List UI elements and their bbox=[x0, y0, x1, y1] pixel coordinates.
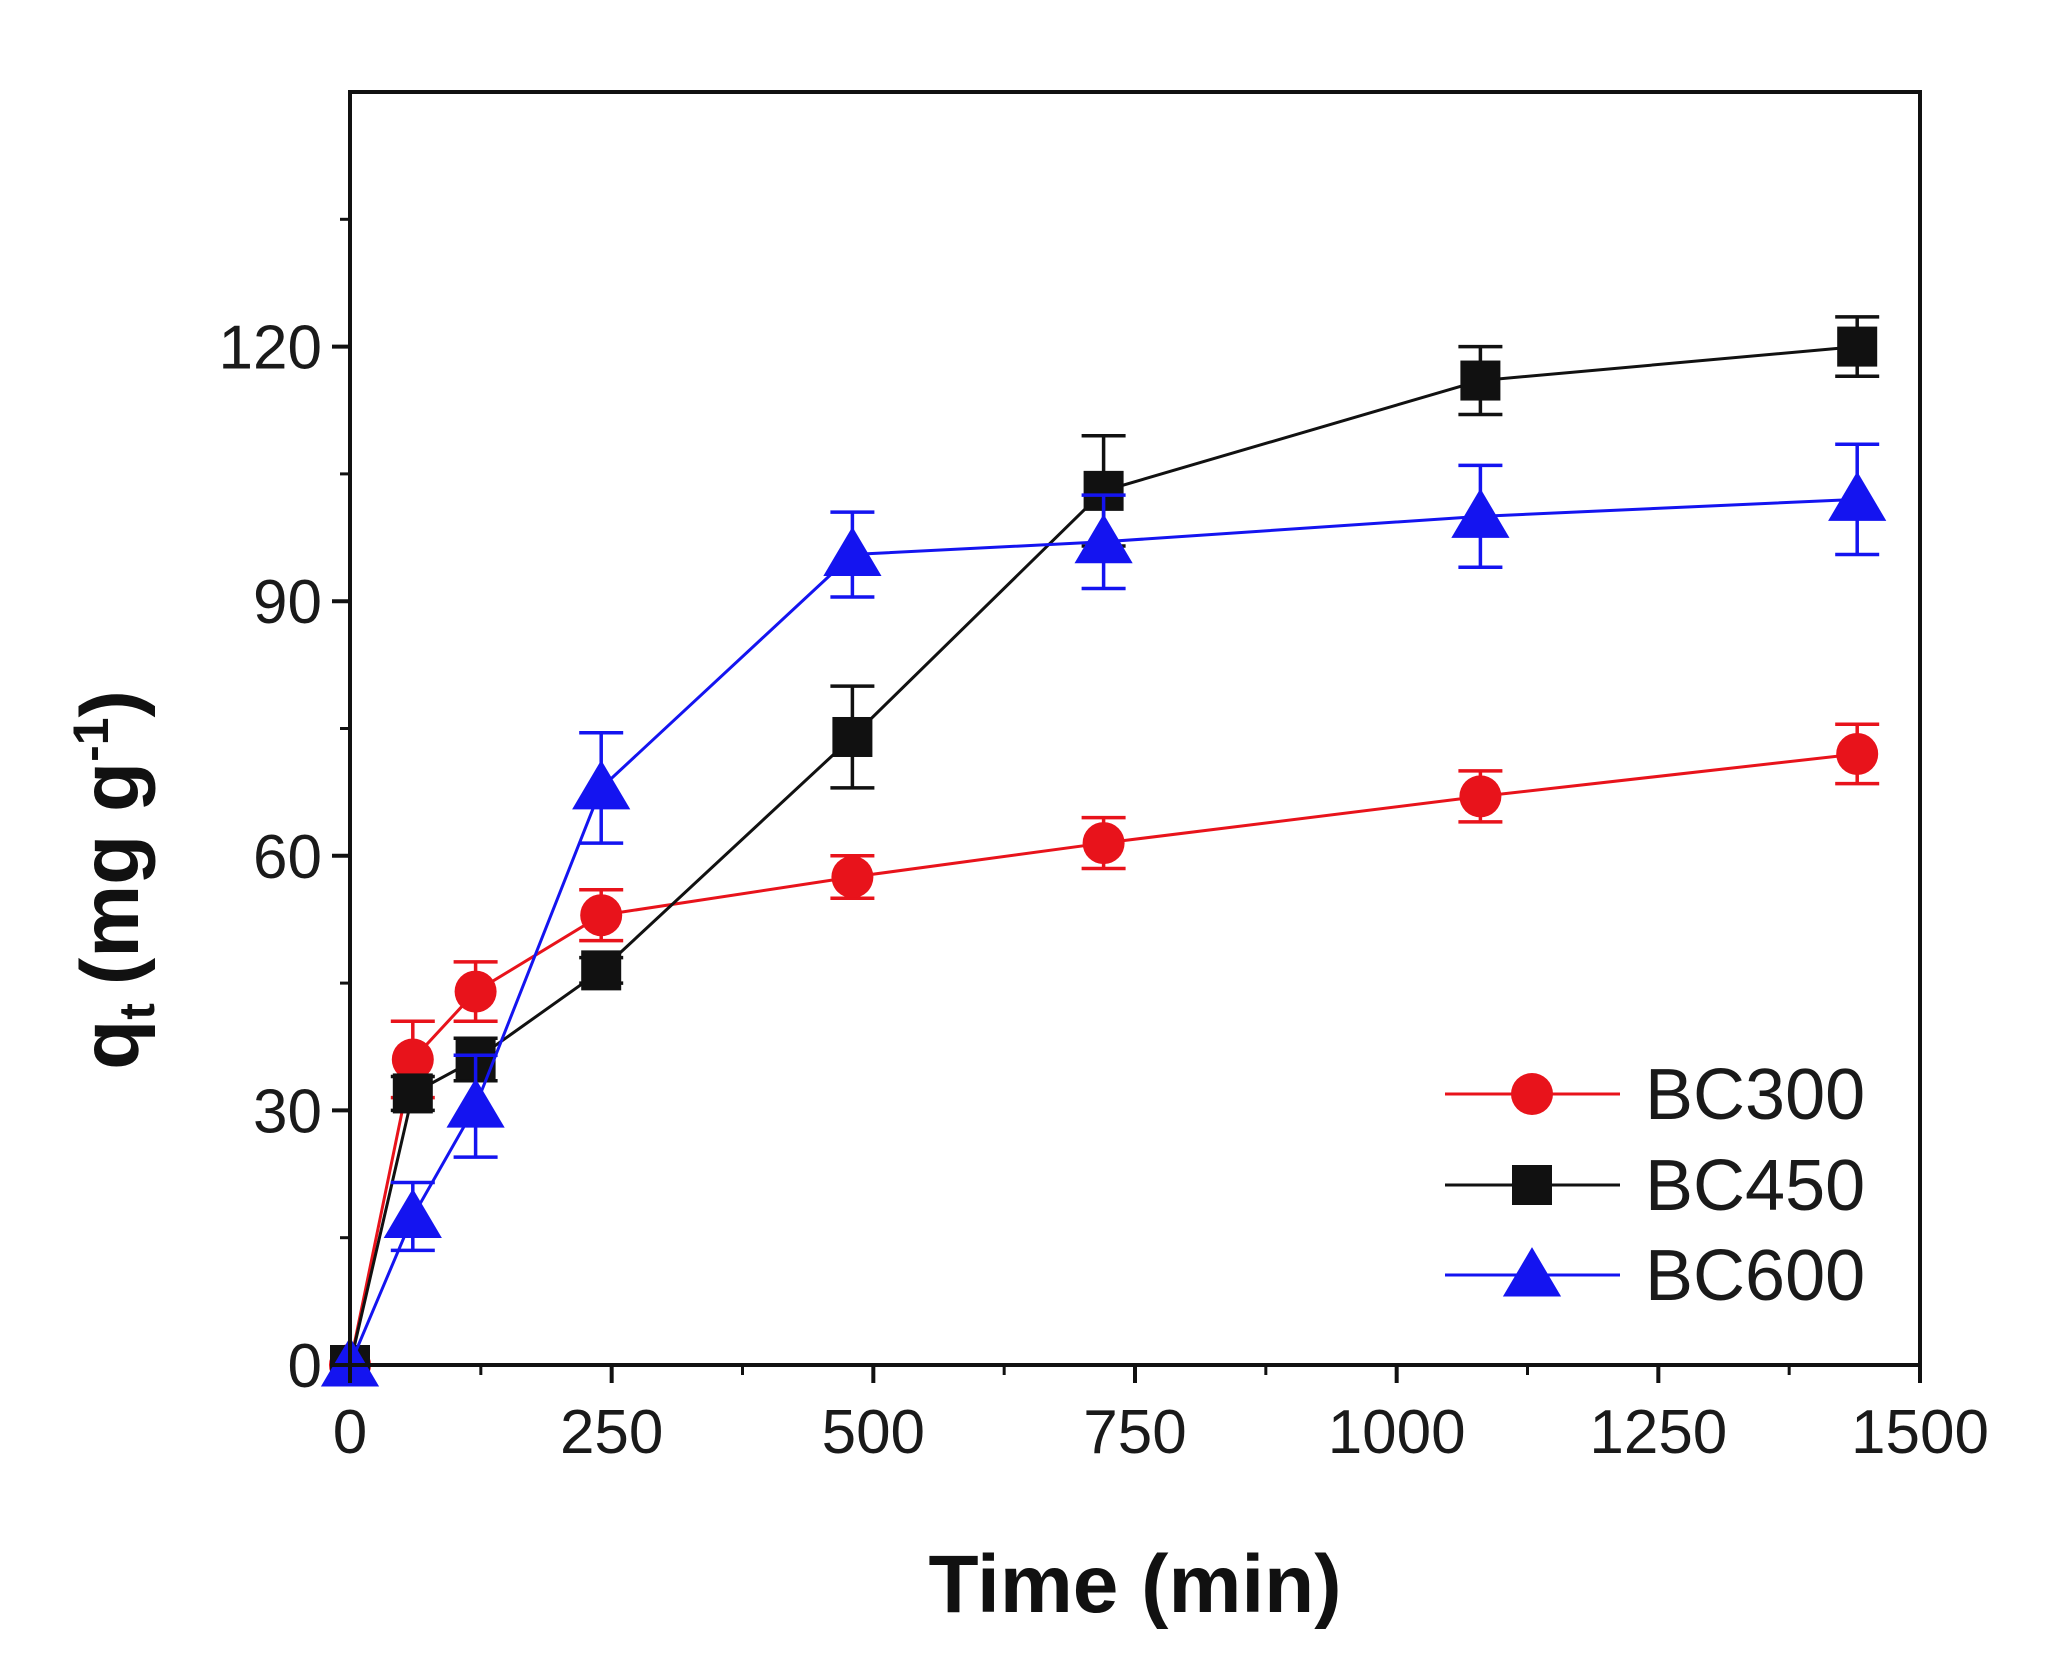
chart-marks-layer bbox=[320, 315, 1887, 1387]
legend-label-bc300: BC300 bbox=[1645, 1055, 1865, 1135]
chart-labels-layer: Time (min) qt (mg g-1) bbox=[63, 690, 1342, 1630]
chart-legend: BC300 BC450 BC600 bbox=[1445, 1055, 1865, 1316]
x-tick-label: 500 bbox=[822, 1398, 925, 1467]
x-axis-title: Time (min) bbox=[928, 1539, 1341, 1630]
data-point-bc300 bbox=[454, 970, 497, 1013]
data-point-bc300 bbox=[1082, 822, 1125, 865]
series-bc600 bbox=[320, 442, 1887, 1387]
x-tick-label: 1250 bbox=[1589, 1398, 1727, 1467]
x-tick-label: 1500 bbox=[1851, 1398, 1989, 1467]
x-tick-label: 1000 bbox=[1328, 1398, 1466, 1467]
legend-item-bc600: BC600 bbox=[1445, 1236, 1865, 1316]
data-point-bc300 bbox=[580, 894, 623, 937]
legend-item-bc300: BC300 bbox=[1445, 1055, 1865, 1135]
y-tick-label: 30 bbox=[253, 1077, 322, 1146]
x-tick-label: 250 bbox=[560, 1398, 663, 1467]
data-point-bc450 bbox=[392, 1073, 433, 1114]
y-axis-title-unit: (mg g bbox=[65, 762, 156, 985]
data-point-bc600 bbox=[572, 760, 631, 810]
y-axis-title-main: q bbox=[65, 1020, 156, 1070]
legend-item-bc450: BC450 bbox=[1445, 1146, 1865, 1226]
data-point-bc600 bbox=[1451, 488, 1510, 538]
data-point-bc600 bbox=[1074, 513, 1133, 564]
data-point-bc600 bbox=[1828, 471, 1887, 521]
y-tick-label: 60 bbox=[253, 823, 322, 892]
y-tick-label: 90 bbox=[253, 568, 322, 637]
data-point-bc300 bbox=[1459, 775, 1502, 818]
data-point-bc600 bbox=[823, 526, 882, 577]
legend-label-bc450: BC450 bbox=[1645, 1146, 1865, 1226]
data-point-bc300 bbox=[831, 856, 874, 899]
y-axis-title-close: ) bbox=[65, 690, 156, 717]
data-point-bc450 bbox=[832, 716, 873, 757]
series-line-bc600 bbox=[348, 497, 1858, 1366]
data-point-bc450 bbox=[1837, 326, 1878, 367]
legend-marker-bc600 bbox=[1502, 1247, 1562, 1297]
legend-marker-bc450 bbox=[1512, 1165, 1552, 1205]
y-axis-title: qt (mg g-1) bbox=[63, 690, 165, 1070]
data-point-bc600 bbox=[383, 1188, 442, 1238]
x-tick-label: 0 bbox=[333, 1398, 367, 1467]
x-tick-label: 750 bbox=[1083, 1398, 1186, 1467]
y-tick-label: 0 bbox=[288, 1332, 322, 1401]
y-axis-title-sub: t bbox=[109, 1003, 165, 1020]
legend-label-bc600: BC600 bbox=[1645, 1236, 1865, 1316]
legend-marker-bc300 bbox=[1511, 1073, 1553, 1115]
y-axis-title-sup: -1 bbox=[63, 717, 119, 761]
data-point-bc450 bbox=[1460, 360, 1501, 401]
data-point-bc450 bbox=[581, 950, 622, 991]
data-point-bc300 bbox=[1836, 732, 1879, 775]
y-tick-label: 120 bbox=[219, 314, 322, 383]
data-point-bc600 bbox=[446, 1078, 505, 1128]
data-point-bc300 bbox=[391, 1038, 434, 1081]
chart-axes-layer: 0 250 500 750 1000 1250 1500 0 30 60 90 120 bbox=[219, 90, 1989, 1467]
